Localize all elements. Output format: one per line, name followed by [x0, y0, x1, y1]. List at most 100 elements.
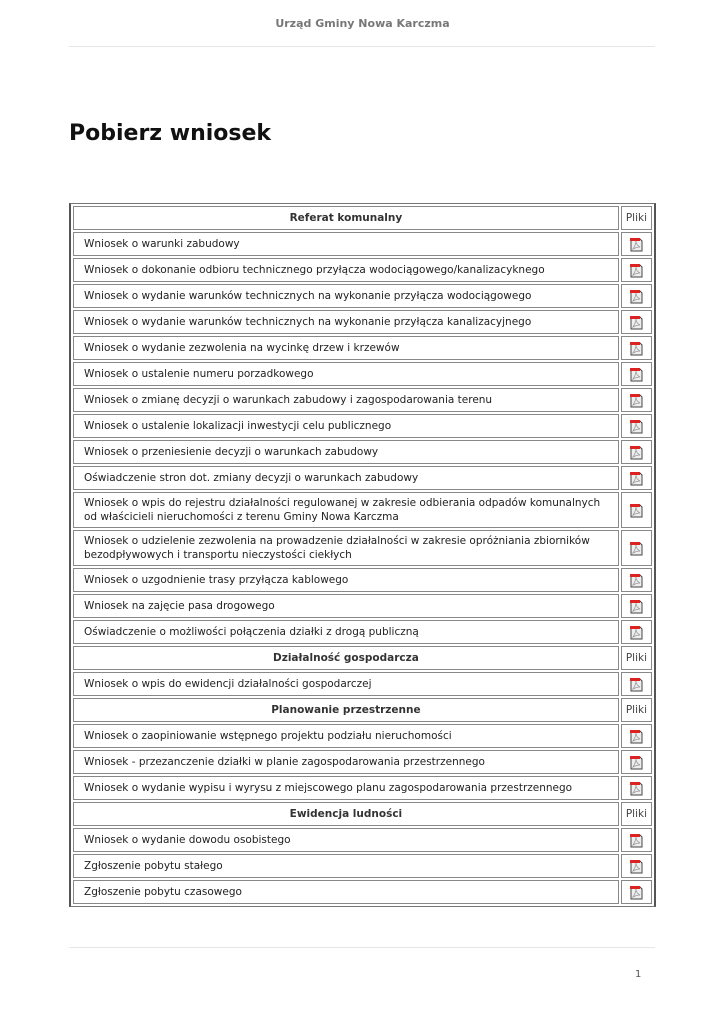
section-header-row: Referat komunalny Pliki — [73, 206, 652, 230]
pdf-icon[interactable] — [629, 541, 643, 556]
table-row: Wniosek o udzielenie zezwolenia na prowa… — [73, 530, 652, 566]
form-name: Wniosek o udzielenie zezwolenia na prowa… — [73, 530, 619, 566]
pdf-icon[interactable] — [629, 341, 643, 356]
pdf-icon[interactable] — [629, 289, 643, 304]
download-cell[interactable] — [620, 620, 652, 644]
table-row: Wniosek o wydanie warunków technicznych … — [73, 310, 652, 334]
table-row: Wniosek o wydanie dowodu osobistego — [73, 828, 652, 852]
download-cell[interactable] — [620, 568, 652, 592]
form-name: Zgłoszenie pobytu stałego — [73, 854, 619, 878]
table-row: Zgłoszenie pobytu stałego — [73, 854, 652, 878]
pdf-icon[interactable] — [629, 419, 643, 434]
table-row: Wniosek o zaopiniowanie wstępnego projek… — [73, 724, 652, 748]
form-name: Wniosek o wpis do ewidencji działalności… — [73, 672, 619, 696]
pdf-icon[interactable] — [629, 677, 643, 692]
forms-table: Referat komunalny Pliki Wniosek o warunki … — [69, 203, 656, 907]
download-cell[interactable] — [620, 232, 652, 256]
section-header-row: Działalność gospodarcza Pliki — [73, 646, 652, 670]
download-cell[interactable] — [620, 724, 652, 748]
form-name: Oświadczenie stron dot. zmiany decyzji o… — [73, 466, 619, 490]
form-name: Wniosek o wpis do rejestru działalności … — [73, 492, 619, 528]
pdf-icon[interactable] — [629, 573, 643, 588]
table-row: Wniosek o wydanie zezwolenia na wycinkę … — [73, 336, 652, 360]
page-title: Pobierz wniosek — [69, 121, 272, 146]
files-column-header: Pliki — [620, 698, 652, 722]
form-name: Wniosek o wydanie warunków technicznych … — [73, 284, 619, 308]
pdf-icon[interactable] — [629, 625, 643, 640]
form-name: Wniosek o warunki zabudowy — [73, 232, 619, 256]
table-row: Wniosek na zajęcie pasa drogowego — [73, 594, 652, 618]
form-name: Wniosek - przezanczenie działki w planie… — [73, 750, 619, 774]
table-row: Wniosek o wpis do ewidencji działalności… — [73, 672, 652, 696]
table-row: Wniosek o przeniesienie decyzji o warunk… — [73, 440, 652, 464]
section-title: Działalność gospodarcza — [73, 646, 619, 670]
form-name: Wniosek o zaopiniowanie wstępnego projek… — [73, 724, 619, 748]
files-column-header: Pliki — [620, 206, 652, 230]
table-row: Wniosek o ustalenie numeru porzadkowego — [73, 362, 652, 386]
table-row: Oświadczenie stron dot. zmiany decyzji o… — [73, 466, 652, 490]
download-cell[interactable] — [620, 530, 652, 566]
files-column-header: Pliki — [620, 802, 652, 826]
header-divider — [69, 46, 655, 47]
pdf-icon[interactable] — [629, 471, 643, 486]
download-cell[interactable] — [620, 854, 652, 878]
table-row: Wniosek o wydanie wypisu i wyrysu z miej… — [73, 776, 652, 800]
download-cell[interactable] — [620, 594, 652, 618]
download-cell[interactable] — [620, 672, 652, 696]
section-title: Ewidencja ludności — [73, 802, 619, 826]
download-cell[interactable] — [620, 750, 652, 774]
form-name: Wniosek o uzgodnienie trasy przyłącza ka… — [73, 568, 619, 592]
download-cell[interactable] — [620, 310, 652, 334]
form-name: Wniosek na zajęcie pasa drogowego — [73, 594, 619, 618]
form-name: Wniosek o ustalenie numeru porzadkowego — [73, 362, 619, 386]
table-row: Zgłoszenie pobytu czasowego — [73, 880, 652, 904]
pdf-icon[interactable] — [629, 781, 643, 796]
form-name: Wniosek o wydanie wypisu i wyrysu z miej… — [73, 776, 619, 800]
pdf-icon[interactable] — [629, 729, 643, 744]
files-column-header: Pliki — [620, 646, 652, 670]
download-cell[interactable] — [620, 776, 652, 800]
download-cell[interactable] — [620, 492, 652, 528]
download-cell[interactable] — [620, 880, 652, 904]
download-cell[interactable] — [620, 466, 652, 490]
download-cell[interactable] — [620, 388, 652, 412]
form-name: Wniosek o wydanie zezwolenia na wycinkę … — [73, 336, 619, 360]
pdf-icon[interactable] — [629, 367, 643, 382]
download-cell[interactable] — [620, 414, 652, 438]
pdf-icon[interactable] — [629, 859, 643, 874]
download-cell[interactable] — [620, 828, 652, 852]
pdf-icon[interactable] — [629, 833, 643, 848]
pdf-icon[interactable] — [629, 393, 643, 408]
download-cell[interactable] — [620, 336, 652, 360]
pdf-icon[interactable] — [629, 503, 643, 518]
table-row: Wniosek o ustalenie lokalizacji inwestyc… — [73, 414, 652, 438]
download-cell[interactable] — [620, 362, 652, 386]
page-header: Urząd Gminy Nowa Karczma — [275, 17, 450, 30]
pdf-icon[interactable] — [629, 445, 643, 460]
download-cell[interactable] — [620, 284, 652, 308]
section-header-row: Planowanie przestrzenne Pliki — [73, 698, 652, 722]
pdf-icon[interactable] — [629, 263, 643, 278]
form-name: Zgłoszenie pobytu czasowego — [73, 880, 619, 904]
section-header-row: Ewidencja ludności Pliki — [73, 802, 652, 826]
pdf-icon[interactable] — [629, 885, 643, 900]
download-cell[interactable] — [620, 258, 652, 282]
download-cell[interactable] — [620, 440, 652, 464]
pdf-icon[interactable] — [629, 755, 643, 770]
section-title: Referat komunalny — [73, 206, 619, 230]
table-row: Wniosek o dokonanie odbioru technicznego… — [73, 258, 652, 282]
form-name: Wniosek o zmianę decyzji o warunkach zab… — [73, 388, 619, 412]
pdf-icon[interactable] — [629, 237, 643, 252]
table-row: Wniosek o zmianę decyzji o warunkach zab… — [73, 388, 652, 412]
table-row: Wniosek o wpis do rejestru działalności … — [73, 492, 652, 528]
form-name: Wniosek o przeniesienie decyzji o warunk… — [73, 440, 619, 464]
form-name: Wniosek o wydanie dowodu osobistego — [73, 828, 619, 852]
pdf-icon[interactable] — [629, 599, 643, 614]
form-name: Wniosek o ustalenie lokalizacji inwestyc… — [73, 414, 619, 438]
section-title: Planowanie przestrzenne — [73, 698, 619, 722]
table-row: Wniosek o uzgodnienie trasy przyłącza ka… — [73, 568, 652, 592]
pdf-icon[interactable] — [629, 315, 643, 330]
form-name: Wniosek o wydanie warunków technicznych … — [73, 310, 619, 334]
form-name: Wniosek o dokonanie odbioru technicznego… — [73, 258, 619, 282]
